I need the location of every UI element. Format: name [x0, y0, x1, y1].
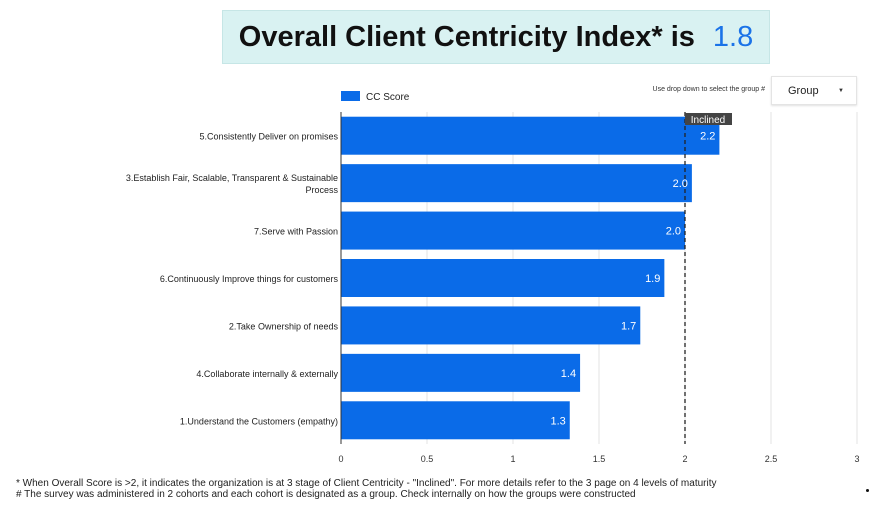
- x-tick-label: 2: [682, 454, 687, 464]
- bar: [341, 259, 665, 297]
- x-tick-label: 2.5: [765, 454, 778, 464]
- category-label: Process: [305, 185, 338, 195]
- group-dropdown-label: Group: [788, 84, 819, 97]
- bar: [341, 353, 581, 392]
- category-label: 3.Establish Fair, Scalable, Transparent …: [126, 173, 338, 183]
- data-label: 1.4: [561, 368, 576, 380]
- x-tick-label: 1.5: [593, 454, 606, 464]
- data-label: 1.3: [550, 415, 565, 427]
- category-label: 5.Consistently Deliver on promises: [199, 132, 338, 142]
- legend-label: CC Score: [366, 92, 410, 103]
- reference-label-bg: [685, 113, 732, 125]
- group-dropdown[interactable]: Group ▼: [771, 76, 857, 105]
- overall-index-value: 1.8: [712, 20, 754, 53]
- data-label: 1.9: [645, 273, 660, 285]
- bar: [341, 116, 720, 155]
- footnote-inclined: * When Overall Score is >2, it indicates…: [16, 478, 717, 489]
- data-label: 1.7: [621, 320, 636, 332]
- data-label: 2.0: [673, 178, 688, 190]
- bar: [341, 306, 641, 345]
- data-label: 2.0: [666, 226, 681, 238]
- footnote-cohorts: # The survey was administered in 2 cohor…: [16, 489, 636, 500]
- edge-dot: [866, 489, 869, 492]
- title-banner: Overall Client Centricity Index* is 1.8: [222, 10, 770, 64]
- category-label: 4.Collaborate internally & externally: [196, 369, 338, 379]
- bar: [341, 211, 685, 250]
- caret-down-icon: ▼: [838, 87, 844, 94]
- reference-label: Inclined: [691, 115, 725, 126]
- category-label: 2.Take Ownership of needs: [229, 321, 339, 331]
- bar: [341, 164, 692, 203]
- footnotes: * When Overall Score is >2, it indicates…: [16, 478, 717, 500]
- category-label: 6.Continuously Improve things for custom…: [160, 274, 339, 284]
- bar: [341, 401, 570, 440]
- category-label: 1.Understand the Customers (empathy): [180, 416, 338, 426]
- dropdown-hint: Use drop down to select the group #: [652, 86, 765, 93]
- x-tick-label: 1: [510, 454, 515, 464]
- x-tick-label: 0: [338, 454, 343, 464]
- x-tick-label: 0.5: [421, 454, 434, 464]
- data-label: 2.2: [700, 131, 715, 143]
- category-label: 7.Serve with Passion: [254, 227, 338, 237]
- x-tick-label: 3: [854, 454, 859, 464]
- page-title: Overall Client Centricity Index* is: [238, 20, 695, 53]
- legend-swatch: [341, 91, 360, 101]
